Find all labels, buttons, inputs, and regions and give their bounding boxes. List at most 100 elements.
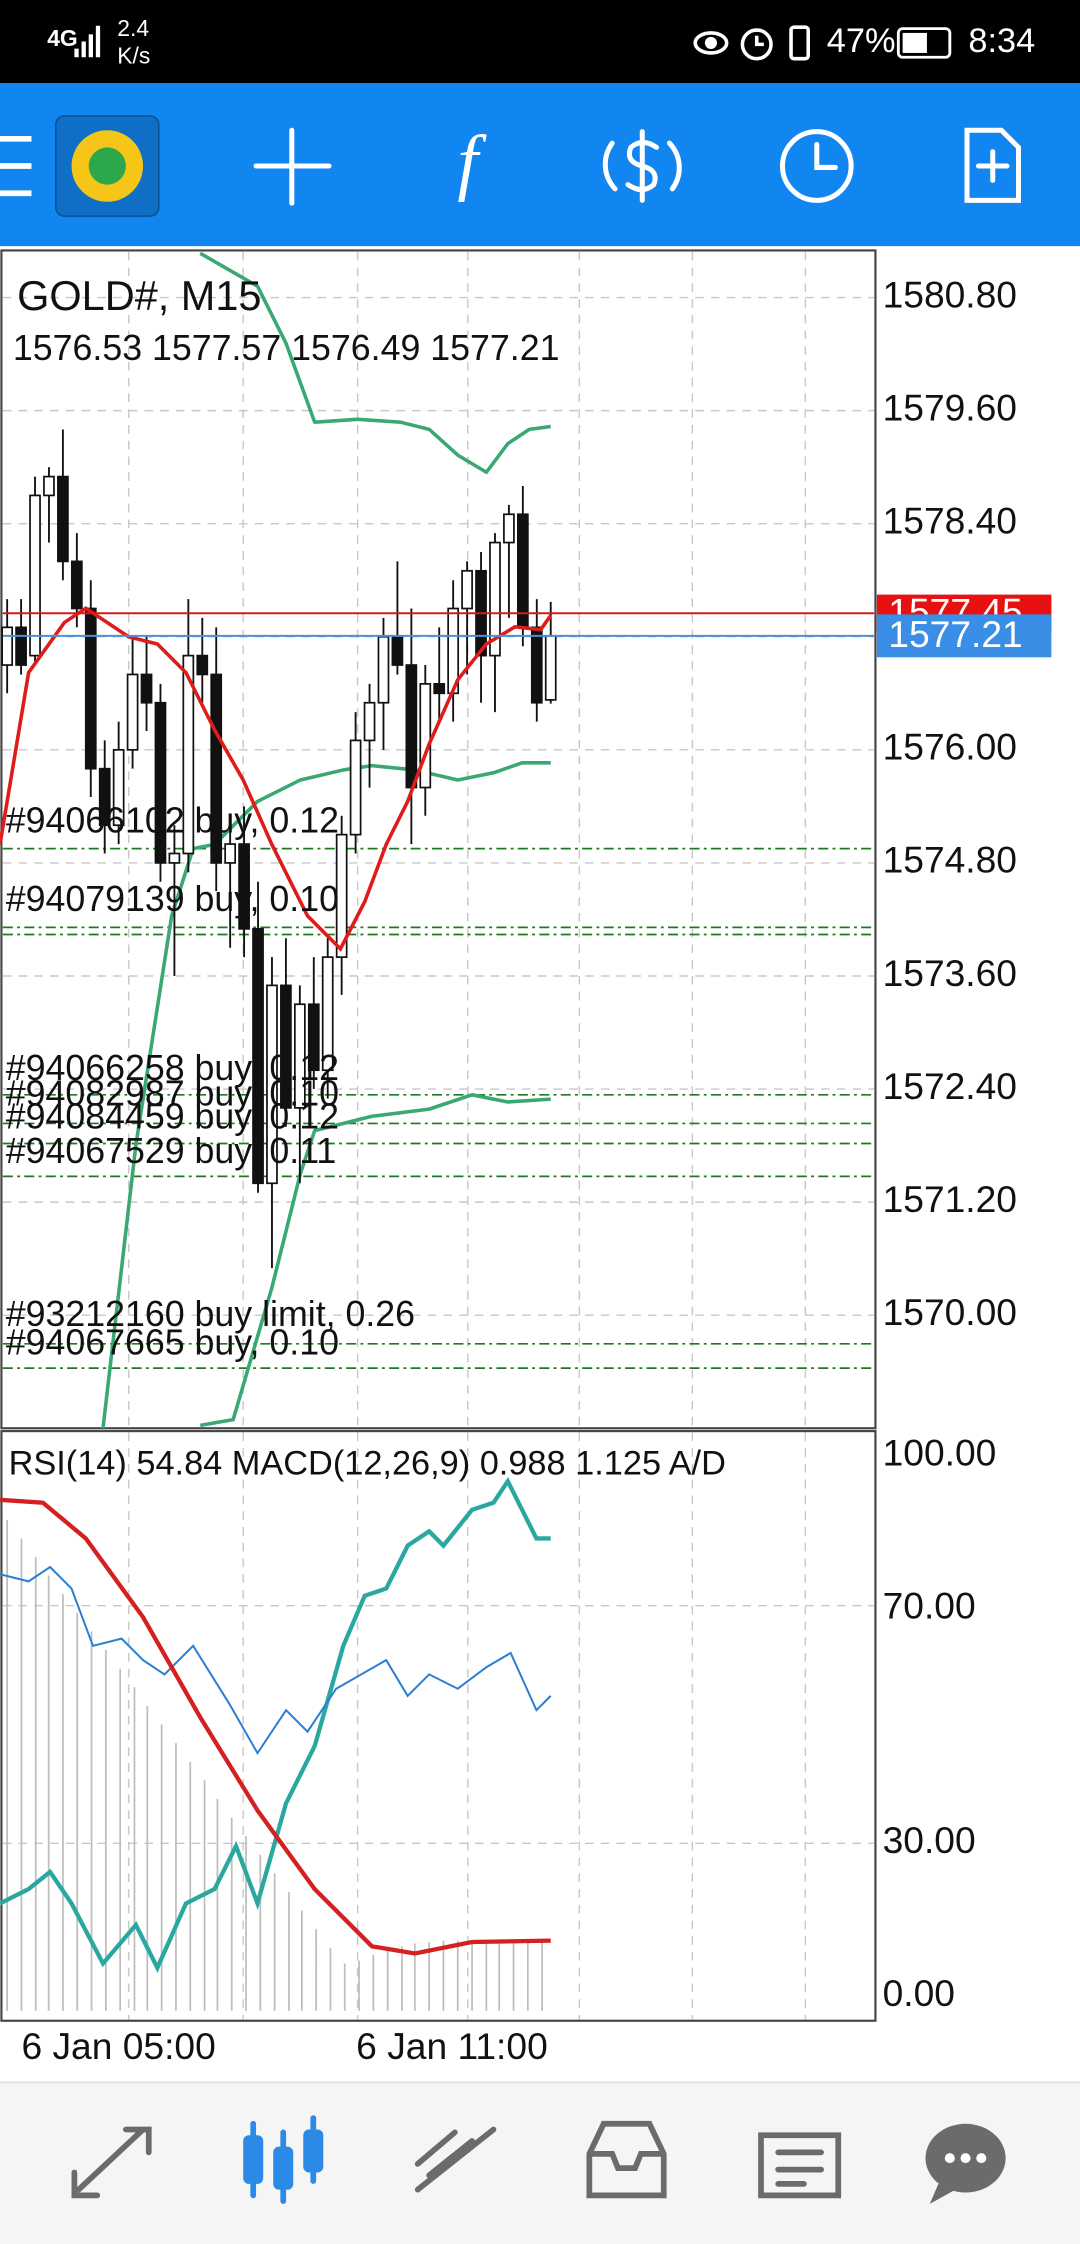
candle-body xyxy=(391,635,404,666)
candle-body xyxy=(126,673,139,751)
candle-body xyxy=(349,739,362,836)
nav-chart[interactable] xyxy=(243,2115,324,2204)
band-lower-2 xyxy=(199,1093,551,1428)
signal-icon xyxy=(74,25,101,58)
candle-body xyxy=(238,843,250,930)
mt4-logo-center xyxy=(88,147,126,185)
indicator-tick: 30.00 xyxy=(883,1819,976,1861)
indicator-label: RSI(14) 54.84 MACD(12,26,9) 0.988 1.125 … xyxy=(9,1445,726,1483)
battery-level xyxy=(902,32,927,53)
indicator-frame[interactable] xyxy=(0,1430,877,2022)
indicator-tick: 0.00 xyxy=(883,1972,955,2014)
y-tick-label: 1573.60 xyxy=(883,952,1017,994)
candle-body xyxy=(182,654,195,855)
nav-trade[interactable] xyxy=(414,2126,497,2193)
net-speed: 2.4 xyxy=(117,15,149,41)
y-tick-label: 1572.40 xyxy=(883,1065,1017,1107)
candle-body xyxy=(84,607,97,770)
candle-body xyxy=(266,984,278,1185)
candle-body xyxy=(57,475,69,563)
ohlc-label: 1576.53 1577.57 1576.49 1577.21 xyxy=(13,328,560,368)
moving-average xyxy=(0,606,553,952)
symbol-title: GOLD#, M15 xyxy=(17,272,261,319)
candle-body xyxy=(530,626,543,704)
candle-body xyxy=(98,767,111,827)
net-speed-unit: K/s xyxy=(117,42,150,68)
y-tick-label: 1579.60 xyxy=(883,386,1017,428)
candle-body xyxy=(112,748,125,827)
y-tick-label: 1571.20 xyxy=(883,1178,1017,1220)
candle-body xyxy=(140,673,153,704)
candle-body xyxy=(43,475,55,497)
indicator-tick: 100.00 xyxy=(883,1431,997,1473)
x-tick-label: 6 Jan 05:00 xyxy=(21,2025,215,2067)
candle-body xyxy=(363,701,376,742)
main-chart-frame[interactable] xyxy=(0,249,877,1430)
y-tick-label: 1576.00 xyxy=(883,726,1017,768)
candle-body xyxy=(335,833,348,958)
y-tick-label: 1578.40 xyxy=(883,500,1017,542)
candle-body xyxy=(516,513,529,629)
order-label: #94067529 buy, 0.11 xyxy=(6,1131,337,1171)
candle-body xyxy=(168,852,181,864)
candle-body xyxy=(489,541,501,657)
y-tick-label: 1580.80 xyxy=(883,273,1017,315)
bottom-nav xyxy=(0,2082,1080,2244)
order-label: #94067665 buy, 0.10 xyxy=(6,1323,339,1363)
candle-body xyxy=(503,513,515,544)
battery-percent: 47% xyxy=(827,22,896,60)
candle-body xyxy=(377,635,390,704)
new-order-button[interactable] xyxy=(964,127,1021,203)
trade-button[interactable] xyxy=(602,129,682,203)
candle-body xyxy=(280,984,292,1109)
candle-body xyxy=(252,928,264,1185)
order-label: #94079139 buy, 0.10 xyxy=(6,879,339,919)
candle-body xyxy=(70,560,83,610)
band-upper xyxy=(199,251,551,475)
order-label: #94084459 buy, 0.12 xyxy=(6,1097,339,1137)
nav-messages[interactable] xyxy=(925,2123,1006,2204)
candle-body xyxy=(307,1003,320,1072)
candle-body xyxy=(419,683,432,789)
ad-line xyxy=(0,1476,551,1973)
crosshair-button[interactable] xyxy=(253,127,332,206)
order-label: #94082987 buy, 0.10 xyxy=(6,1074,339,1114)
order-label: #94066102 buy, 0.12 xyxy=(6,800,339,840)
candle-body xyxy=(321,956,334,1072)
candle-body xyxy=(433,683,446,695)
nav-history[interactable] xyxy=(586,2120,667,2199)
last-line-label: 1577.21 xyxy=(888,613,1022,655)
candle-body xyxy=(461,569,473,610)
candle-body xyxy=(154,701,167,864)
candle-body xyxy=(293,1003,306,1109)
last-line-tag xyxy=(876,614,1052,658)
candle-body xyxy=(405,664,418,789)
status-icons xyxy=(693,25,810,61)
toolbar xyxy=(0,83,1080,247)
history-button[interactable] xyxy=(779,129,854,203)
rsi-line xyxy=(0,1565,552,1756)
nav-news[interactable] xyxy=(758,2132,842,2199)
candle-body xyxy=(196,654,209,676)
order-label: #94066258 buy, 0.12 xyxy=(6,1048,339,1088)
macd-signal xyxy=(0,1497,551,1956)
status-bar xyxy=(0,0,1080,84)
candle-body xyxy=(544,634,557,701)
y-tick-label: 1574.80 xyxy=(883,839,1017,881)
candle-body xyxy=(224,843,237,864)
network: 4G xyxy=(47,25,78,51)
menu-button[interactable] xyxy=(0,135,32,197)
candle-body xyxy=(1,626,14,666)
nav-quotes[interactable] xyxy=(71,2126,152,2199)
clock: 8:34 xyxy=(968,22,1035,60)
x-tick-label: 6 Jan 11:00 xyxy=(356,2025,548,2067)
macd-histogram xyxy=(6,1519,544,2011)
candle-body xyxy=(15,626,27,666)
order-label: #93212160 buy limit, 0.26 xyxy=(6,1294,415,1334)
indicator-tick: 70.00 xyxy=(883,1584,976,1626)
candle-body xyxy=(29,494,41,657)
y-tick-label: 1570.00 xyxy=(883,1291,1017,1333)
band-lower xyxy=(101,848,195,1429)
order-lines xyxy=(2,847,875,1370)
